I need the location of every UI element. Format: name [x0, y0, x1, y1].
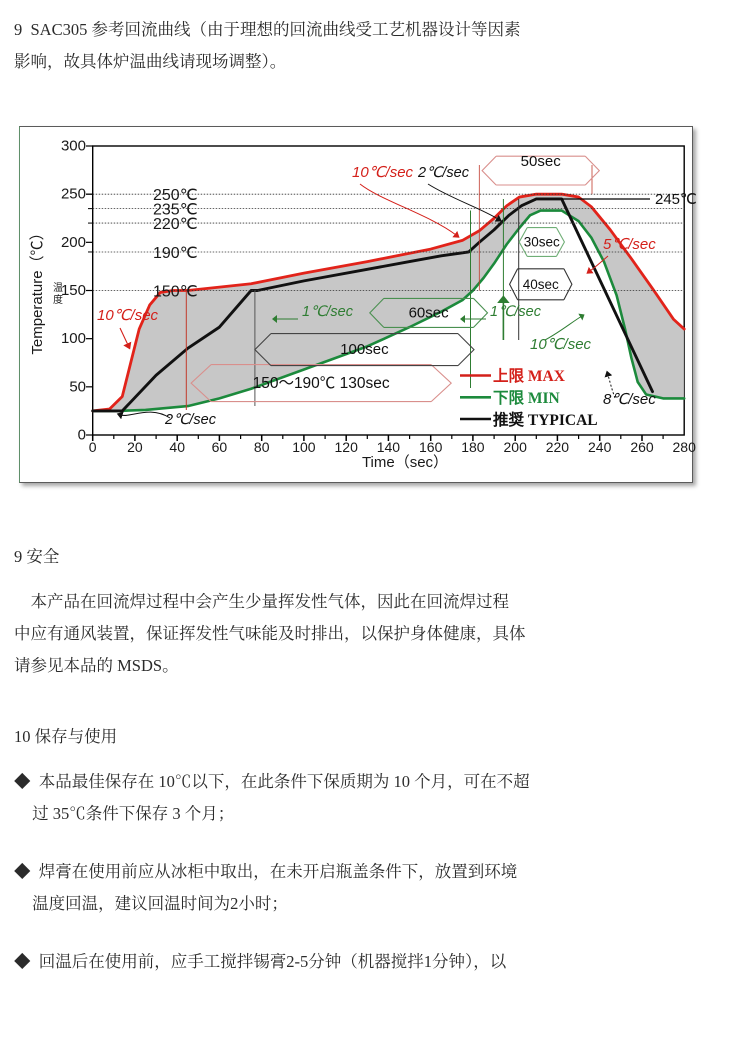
svg-text:8℃/sec: 8℃/sec: [603, 391, 656, 408]
svg-text:190℃: 190℃: [153, 245, 198, 262]
svg-text:40: 40: [169, 439, 185, 455]
svg-text:0: 0: [78, 427, 86, 444]
svg-text:280: 280: [673, 439, 697, 455]
svg-text:1℃/sec: 1℃/sec: [302, 304, 354, 320]
svg-text:2℃/sec: 2℃/sec: [164, 412, 217, 428]
svg-text:150: 150: [61, 282, 86, 299]
svg-text:10℃/sec: 10℃/sec: [97, 307, 159, 324]
svg-text:60sec: 60sec: [409, 305, 450, 322]
svg-text:度: 度: [53, 293, 63, 306]
svg-text:100sec: 100sec: [340, 341, 389, 358]
svg-text:50sec: 50sec: [521, 153, 562, 170]
svg-text:2℃/sec: 2℃/sec: [417, 165, 470, 181]
svg-text:0: 0: [89, 439, 97, 455]
svg-text:140: 140: [377, 439, 401, 455]
svg-text:温: 温: [53, 282, 63, 294]
svg-text:50: 50: [69, 378, 86, 395]
svg-text:150℃: 150℃: [153, 283, 198, 300]
svg-text:40sec: 40sec: [523, 277, 559, 292]
svg-text:150～190℃ 130sec: 150～190℃ 130sec: [253, 375, 390, 392]
svg-text:245℃: 245℃: [655, 191, 697, 208]
svg-text:100: 100: [61, 330, 86, 347]
svg-text:100: 100: [292, 439, 316, 455]
svg-text:10℃/sec: 10℃/sec: [352, 164, 414, 181]
svg-text:Time（sec）: Time（sec）: [362, 454, 448, 471]
svg-text:80: 80: [254, 439, 270, 455]
svg-text:10℃/sec: 10℃/sec: [530, 336, 592, 353]
svg-text:240: 240: [588, 439, 612, 455]
svg-text:1℃/sec: 1℃/sec: [490, 304, 542, 320]
svg-text:250: 250: [61, 186, 86, 203]
svg-text:5℃/sec: 5℃/sec: [603, 236, 656, 253]
svg-text:160: 160: [419, 439, 443, 455]
svg-text:220: 220: [546, 439, 570, 455]
svg-text:300: 300: [61, 138, 86, 155]
svg-text:20: 20: [127, 439, 143, 455]
svg-text:260: 260: [630, 439, 654, 455]
svg-text:180: 180: [461, 439, 485, 455]
svg-text:Temperature（℃）: Temperature（℃）: [29, 225, 46, 354]
svg-text:200: 200: [61, 234, 86, 251]
svg-text:推奨 TYPICAL: 推奨 TYPICAL: [493, 410, 598, 429]
svg-text:30sec: 30sec: [524, 235, 560, 250]
svg-text:上限 MAX: 上限 MAX: [493, 367, 566, 385]
svg-text:60: 60: [212, 439, 228, 455]
svg-text:200: 200: [504, 439, 528, 455]
svg-text:120: 120: [335, 439, 359, 455]
svg-text:220℃: 220℃: [153, 216, 198, 233]
svg-text:下限 MIN: 下限 MIN: [493, 389, 560, 407]
